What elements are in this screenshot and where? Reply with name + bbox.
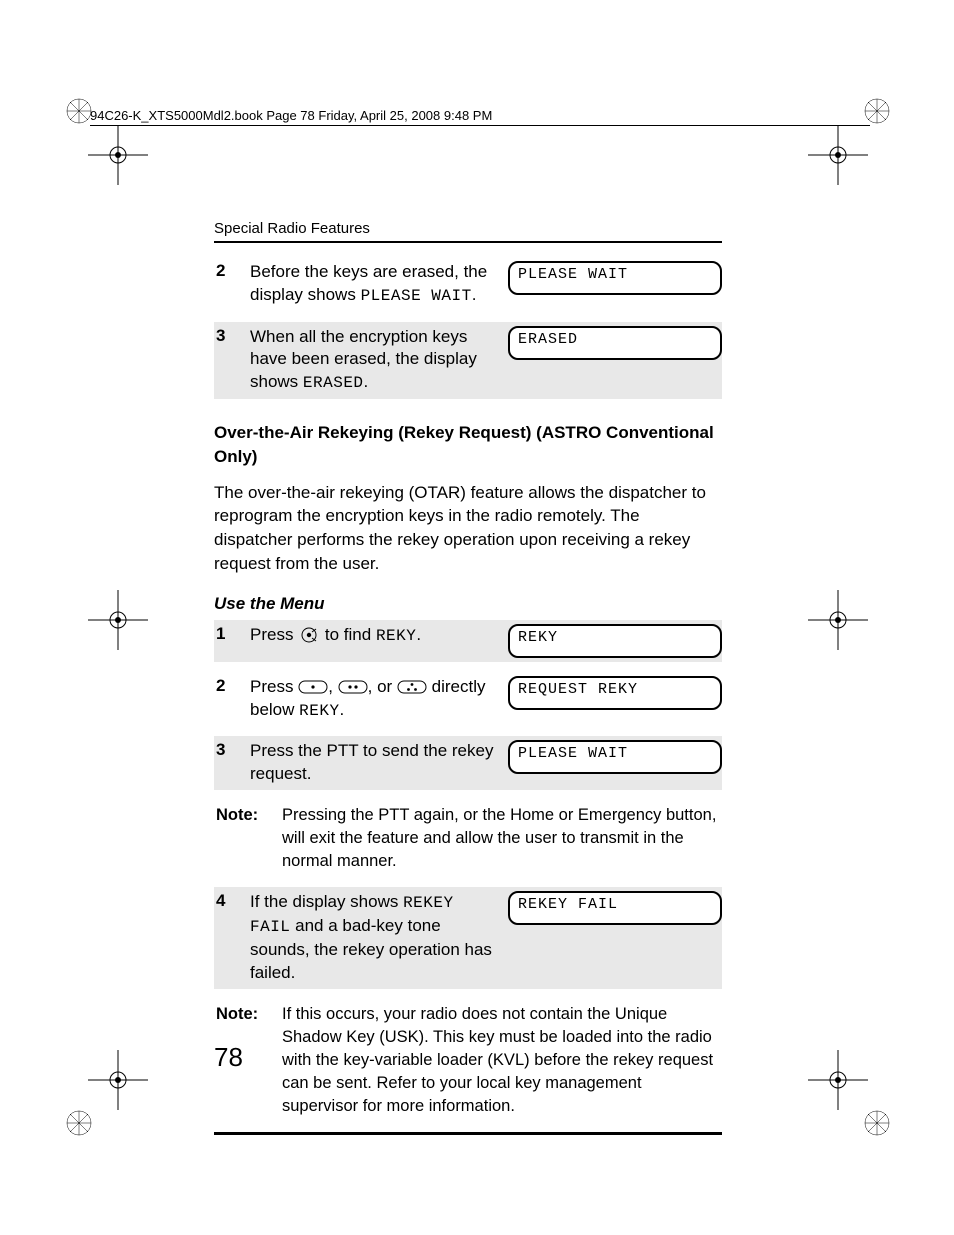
heading-use-menu: Use the Menu xyxy=(214,594,722,614)
heading-otar: Over-the-Air Rekeying (Rekey Request) (A… xyxy=(214,421,722,469)
crosshair-icon xyxy=(808,590,868,650)
mono-text: REKY xyxy=(376,627,416,645)
lcd-display: PLEASE WAIT xyxy=(508,740,722,774)
lcd-display: ERASED xyxy=(508,326,722,360)
mono-text: REKY xyxy=(299,702,339,720)
paragraph-otar: The over-the-air rekeying (OTAR) feature… xyxy=(214,481,722,576)
section-label: Special Radio Features xyxy=(214,220,722,237)
reg-mark-icon xyxy=(64,1108,94,1138)
step-row: 1 Press to find REKY. REKY xyxy=(214,620,722,662)
book-header: 94C26-K_XTS5000Mdl2.book Page 78 Friday,… xyxy=(90,108,870,126)
softkey-two-dot-icon xyxy=(338,680,368,694)
divider xyxy=(214,241,722,243)
step-number: 4 xyxy=(214,891,250,911)
lcd-display: REKEY FAIL xyxy=(508,891,722,925)
step-text: When all the encryption keys have been e… xyxy=(250,326,508,395)
mono-text: PLEASE WAIT xyxy=(361,287,472,305)
step-row: 2 Press , , or directly below REKY. REQU… xyxy=(214,676,722,723)
step-text: Press the PTT to send the rekey request. xyxy=(250,740,508,786)
step-text: Press to find REKY. xyxy=(250,624,508,648)
step-text: Press , , or directly below REKY. xyxy=(250,676,508,723)
note: Note: Pressing the PTT again, or the Hom… xyxy=(214,804,722,873)
page-content: Special Radio Features 2 Before the keys… xyxy=(214,220,722,1135)
softkey-one-dot-icon xyxy=(298,680,328,694)
mono-text: ERASED xyxy=(303,374,364,392)
crosshair-icon xyxy=(88,1050,148,1110)
step-row: 4 If the display shows REKEY FAIL and a … xyxy=(214,887,722,988)
step-row: 3 When all the encryption keys have been… xyxy=(214,322,722,399)
note-text: If this occurs, your radio does not cont… xyxy=(282,1003,722,1118)
page-number: 78 xyxy=(214,1042,243,1073)
step-number: 2 xyxy=(214,676,250,696)
lcd-display: REQUEST REKY xyxy=(508,676,722,710)
step-number: 2 xyxy=(214,261,250,281)
crosshair-icon xyxy=(808,1050,868,1110)
step-text: If the display shows REKEY FAIL and a ba… xyxy=(250,891,508,984)
step-row: 2 Before the keys are erased, the displa… xyxy=(214,261,722,308)
nav-button-icon xyxy=(298,627,320,643)
crosshair-icon xyxy=(88,125,148,185)
note-label: Note: xyxy=(214,804,282,873)
step-number: 3 xyxy=(214,740,250,760)
note-text: Pressing the PTT again, or the Home or E… xyxy=(282,804,722,873)
divider xyxy=(214,1132,722,1135)
step-number: 1 xyxy=(214,624,250,644)
lcd-display: PLEASE WAIT xyxy=(508,261,722,295)
crosshair-icon xyxy=(88,590,148,650)
crosshair-icon xyxy=(808,125,868,185)
note: Note: If this occurs, your radio does no… xyxy=(214,1003,722,1118)
lcd-display: REKY xyxy=(508,624,722,658)
step-row: 3 Press the PTT to send the rekey reques… xyxy=(214,736,722,790)
softkey-three-dot-icon xyxy=(397,680,427,694)
step-number: 3 xyxy=(214,326,250,346)
step-text: Before the keys are erased, the display … xyxy=(250,261,508,308)
reg-mark-icon xyxy=(862,1108,892,1138)
